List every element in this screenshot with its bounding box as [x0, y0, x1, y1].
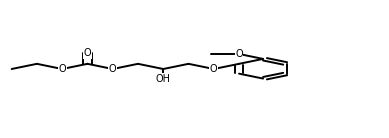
Text: O: O	[58, 64, 66, 74]
Text: OH: OH	[156, 74, 171, 84]
Text: O: O	[235, 49, 243, 59]
Text: O: O	[109, 64, 117, 74]
Text: O: O	[210, 64, 217, 74]
Text: O: O	[84, 48, 91, 59]
